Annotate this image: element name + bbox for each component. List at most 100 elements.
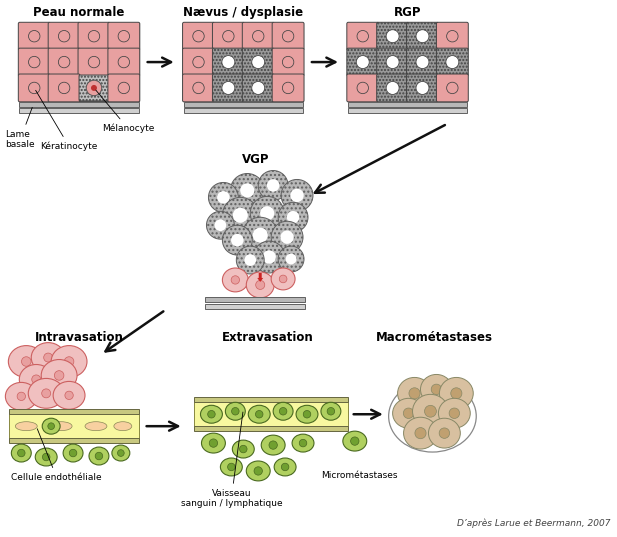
Circle shape: [262, 250, 276, 264]
Circle shape: [409, 388, 420, 399]
Circle shape: [281, 463, 289, 471]
Circle shape: [222, 82, 235, 95]
Circle shape: [386, 30, 399, 42]
FancyBboxPatch shape: [212, 48, 244, 76]
Ellipse shape: [233, 440, 254, 458]
Circle shape: [291, 188, 304, 202]
Circle shape: [278, 246, 304, 272]
Circle shape: [255, 410, 263, 418]
FancyBboxPatch shape: [377, 48, 408, 76]
Circle shape: [42, 389, 51, 398]
Ellipse shape: [28, 379, 64, 408]
FancyBboxPatch shape: [377, 74, 408, 102]
FancyBboxPatch shape: [272, 22, 304, 50]
Text: D’après Larue et Beermann, 2007: D’après Larue et Beermann, 2007: [457, 518, 611, 528]
Ellipse shape: [321, 402, 341, 420]
FancyBboxPatch shape: [78, 22, 110, 50]
Ellipse shape: [428, 418, 460, 448]
Circle shape: [416, 56, 429, 69]
Circle shape: [230, 173, 264, 207]
Ellipse shape: [292, 434, 314, 452]
FancyBboxPatch shape: [407, 48, 439, 76]
Ellipse shape: [397, 378, 431, 409]
Text: Cellule endothéliale: Cellule endothéliale: [11, 429, 102, 482]
Circle shape: [17, 392, 25, 401]
Circle shape: [280, 230, 294, 244]
Ellipse shape: [439, 378, 473, 409]
FancyBboxPatch shape: [79, 75, 109, 101]
FancyBboxPatch shape: [78, 48, 110, 76]
Ellipse shape: [389, 380, 476, 452]
FancyBboxPatch shape: [48, 74, 80, 102]
Ellipse shape: [202, 433, 225, 453]
Circle shape: [253, 241, 285, 273]
Ellipse shape: [51, 346, 87, 378]
Bar: [348, 102, 467, 107]
Circle shape: [244, 254, 256, 266]
Ellipse shape: [112, 445, 130, 461]
Text: Lame
basale: Lame basale: [6, 107, 35, 149]
Bar: [194, 426, 348, 431]
Circle shape: [303, 410, 311, 418]
Circle shape: [69, 449, 77, 457]
Text: VGP: VGP: [241, 153, 269, 165]
Bar: [9, 438, 139, 443]
FancyBboxPatch shape: [377, 22, 408, 50]
FancyBboxPatch shape: [242, 22, 274, 50]
Ellipse shape: [35, 448, 57, 466]
Circle shape: [117, 449, 124, 456]
Text: Micrométastases: Micrométastases: [321, 471, 398, 480]
FancyBboxPatch shape: [436, 22, 468, 50]
Circle shape: [91, 85, 97, 91]
Ellipse shape: [225, 402, 246, 420]
Ellipse shape: [41, 360, 77, 391]
Circle shape: [267, 179, 280, 192]
FancyBboxPatch shape: [436, 74, 468, 102]
Circle shape: [415, 427, 426, 439]
Ellipse shape: [271, 268, 295, 290]
Circle shape: [222, 225, 252, 255]
Circle shape: [65, 391, 73, 400]
Ellipse shape: [9, 346, 44, 378]
Circle shape: [64, 357, 74, 366]
FancyBboxPatch shape: [272, 74, 304, 102]
Circle shape: [439, 428, 450, 438]
Ellipse shape: [392, 398, 424, 428]
Ellipse shape: [404, 417, 437, 449]
Circle shape: [236, 246, 264, 274]
Ellipse shape: [63, 444, 83, 462]
Circle shape: [48, 423, 54, 430]
Circle shape: [404, 408, 414, 418]
Ellipse shape: [50, 422, 72, 431]
Circle shape: [278, 202, 308, 232]
Circle shape: [259, 171, 288, 200]
Circle shape: [416, 82, 429, 95]
Text: RGP: RGP: [394, 6, 421, 19]
Bar: [205, 297, 305, 302]
Ellipse shape: [42, 418, 60, 434]
Circle shape: [281, 179, 313, 211]
Bar: [19, 23, 139, 101]
Circle shape: [350, 437, 359, 445]
Bar: [19, 108, 139, 113]
Circle shape: [451, 388, 462, 399]
Circle shape: [269, 441, 277, 449]
Ellipse shape: [248, 405, 270, 423]
Circle shape: [280, 408, 287, 415]
Ellipse shape: [296, 405, 318, 423]
FancyBboxPatch shape: [347, 48, 379, 76]
Ellipse shape: [274, 458, 296, 476]
FancyBboxPatch shape: [183, 22, 215, 50]
FancyBboxPatch shape: [19, 48, 50, 76]
Circle shape: [208, 410, 215, 418]
Circle shape: [231, 408, 239, 415]
FancyArrow shape: [257, 273, 263, 282]
FancyBboxPatch shape: [347, 74, 379, 102]
Circle shape: [95, 452, 102, 460]
Ellipse shape: [15, 422, 37, 431]
Text: Macrométastases: Macrométastases: [376, 331, 493, 344]
Circle shape: [299, 439, 307, 447]
Circle shape: [239, 445, 247, 453]
Circle shape: [209, 439, 218, 447]
Bar: [184, 108, 303, 113]
